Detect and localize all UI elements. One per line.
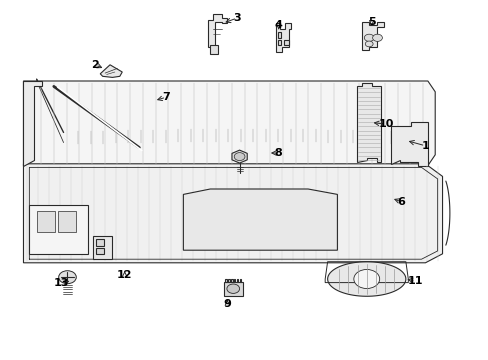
Text: 10: 10 [378,119,393,129]
Polygon shape [207,14,227,47]
Polygon shape [23,164,442,263]
Text: 3: 3 [233,13,241,23]
Text: 11: 11 [407,276,423,286]
Polygon shape [96,239,103,246]
Text: 4: 4 [274,20,282,30]
Circle shape [234,153,244,161]
Polygon shape [236,279,238,282]
Circle shape [364,34,373,41]
Text: 8: 8 [274,148,282,158]
Circle shape [226,284,239,293]
Polygon shape [93,236,112,259]
Polygon shape [239,279,241,282]
Text: 2: 2 [91,60,99,70]
Polygon shape [327,262,405,296]
Polygon shape [96,248,103,254]
Circle shape [365,41,372,47]
Polygon shape [23,81,41,166]
Text: 9: 9 [223,299,231,309]
Text: 7: 7 [162,92,170,102]
Polygon shape [23,81,434,166]
Text: 12: 12 [117,270,132,280]
Polygon shape [277,40,281,45]
Text: 5: 5 [367,17,375,27]
Polygon shape [210,45,217,54]
Polygon shape [276,23,290,52]
Text: 13: 13 [53,278,69,288]
Polygon shape [183,189,337,250]
Polygon shape [63,129,433,145]
Polygon shape [29,205,88,254]
Polygon shape [390,122,427,166]
Polygon shape [228,279,229,282]
Polygon shape [233,279,235,282]
Polygon shape [283,40,288,45]
Polygon shape [361,22,383,50]
Text: 6: 6 [396,197,404,207]
Polygon shape [356,83,381,162]
Text: 1: 1 [421,141,428,151]
Polygon shape [100,65,122,77]
Circle shape [59,271,76,284]
Circle shape [372,34,382,41]
Polygon shape [37,211,55,232]
Polygon shape [224,282,242,296]
Polygon shape [231,279,232,282]
Polygon shape [225,279,226,282]
Polygon shape [58,211,76,232]
Polygon shape [231,150,247,163]
Polygon shape [277,32,281,38]
Circle shape [353,270,379,288]
